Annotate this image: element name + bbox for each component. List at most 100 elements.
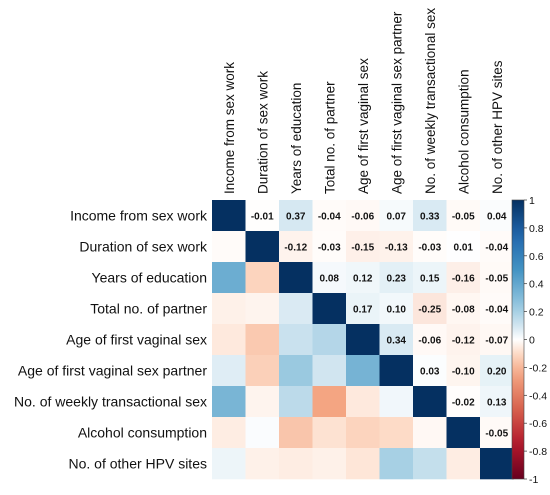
row-label-6: No. of weekly transactional sex <box>14 394 207 410</box>
cell-value-0-5: 0.07 <box>387 212 407 223</box>
heatmap-cell-3-3 <box>312 293 347 325</box>
colorbar-tick-label-0: 1 <box>529 195 535 207</box>
heatmap-cell-2-8 <box>480 262 514 294</box>
heatmap-cell-3-7 <box>446 293 481 325</box>
cell-value-2-5: 0.23 <box>387 274 407 285</box>
row-label-1: Duration of sex work <box>79 239 208 255</box>
colorbar-tick-label-8: -0.6 <box>529 418 547 430</box>
heatmap-cell-6-6 <box>413 386 447 418</box>
row-label-4: Age of first vaginal sex <box>66 332 207 348</box>
heatmap-cell-7-0 <box>212 417 246 449</box>
heatmap-cell-8-4 <box>346 448 380 480</box>
cell-value-0-6: 0.33 <box>420 212 440 223</box>
heatmap-cell-0-6 <box>413 200 447 232</box>
cell-value-3-8: -0.04 <box>485 305 508 316</box>
heatmap-cell-3-5 <box>379 293 414 325</box>
heatmap-cell-7-3 <box>312 417 347 449</box>
colorbar-tick-label-2: 0.6 <box>529 251 544 263</box>
heatmap-cell-6-3 <box>312 386 347 418</box>
heatmap-cell-8-2 <box>279 448 313 480</box>
heatmap-cell-6-1 <box>245 386 280 418</box>
heatmap-cell-6-7 <box>446 386 481 418</box>
heatmap-cell-5-7 <box>446 355 481 387</box>
heatmap-cell-7-2 <box>279 417 313 449</box>
cell-value-labels: -0.01 0.37 -0.04 -0.06 0.07 0.33 -0.05 0.04 -0.1… <box>251 212 509 440</box>
column-label-8: No. of other HPV sites <box>490 60 505 194</box>
colorbar-tick-label-1: 0.8 <box>529 223 544 235</box>
cell-value-1-2: -0.12 <box>284 243 307 254</box>
cell-value-6-8: 0.13 <box>487 398 507 409</box>
heatmap-cell-1-4 <box>346 231 380 263</box>
heatmap-cell-8-7 <box>446 448 481 480</box>
heatmap-cell-0-1 <box>245 200 280 232</box>
heatmap-cell-7-7 <box>446 417 481 449</box>
cell-value-3-7: -0.08 <box>452 305 475 316</box>
cell-value-7-8: -0.05 <box>485 429 508 440</box>
cell-value-1-3: -0.03 <box>318 243 341 254</box>
heatmap-cell-0-8 <box>480 200 514 232</box>
row-label-0: Income from sex work <box>70 208 208 224</box>
cell-value-4-6: -0.06 <box>418 336 441 347</box>
row-label-5: Age of first vaginal sex partner <box>18 363 207 379</box>
heatmap-cell-4-8 <box>480 324 514 356</box>
heatmap-cell-2-2 <box>279 262 313 294</box>
cell-value-1-8: -0.04 <box>485 243 508 254</box>
column-label-4: Age of first vaginal sex <box>356 58 371 194</box>
row-label-2: Years of education <box>92 270 207 286</box>
cell-value-5-7: -0.10 <box>452 367 475 378</box>
heatmap-cell-4-7 <box>446 324 481 356</box>
heatmap-cell-4-0 <box>212 324 246 356</box>
colorbar-gradient <box>511 199 525 480</box>
column-label-2: Years of education <box>289 83 304 194</box>
heatmap-cell-0-2 <box>279 200 313 232</box>
heatmap-cell-8-3 <box>312 448 347 480</box>
heatmap-cell-0-4 <box>346 200 380 232</box>
heatmap-cell-7-6 <box>413 417 447 449</box>
heatmap-cell-5-5 <box>379 355 414 387</box>
heatmap-cells <box>212 200 514 480</box>
heatmap-cell-0-5 <box>379 200 414 232</box>
cell-value-0-7: -0.05 <box>452 212 475 223</box>
cell-value-5-8: 0.20 <box>487 367 507 378</box>
heatmap-cell-2-7 <box>446 262 481 294</box>
heatmap-cell-5-0 <box>212 355 246 387</box>
heatmap-cell-1-2 <box>279 231 313 263</box>
cell-value-0-8: 0.04 <box>487 212 507 223</box>
heatmap-cell-2-1 <box>245 262 280 294</box>
heatmap-cell-6-4 <box>346 386 380 418</box>
cell-value-2-8: -0.05 <box>485 274 508 285</box>
heatmap-cell-8-0 <box>212 448 246 480</box>
heatmap-cell-1-8 <box>480 231 514 263</box>
colorbar-tick-label-6: -0.2 <box>529 362 547 374</box>
heatmap-cell-5-3 <box>312 355 347 387</box>
heatmap-cell-3-0 <box>212 293 246 325</box>
heatmap-cell-1-3 <box>312 231 347 263</box>
cell-value-3-4: 0.17 <box>353 305 373 316</box>
cell-value-0-2: 0.37 <box>286 212 306 223</box>
heatmap-cell-4-6 <box>413 324 447 356</box>
heatmap-cell-6-2 <box>279 386 313 418</box>
heatmap-cell-4-2 <box>279 324 313 356</box>
heatmap-cell-5-1 <box>245 355 280 387</box>
heatmap-cell-5-6 <box>413 355 447 387</box>
heatmap-cell-1-7 <box>446 231 481 263</box>
heatmap-cell-0-7 <box>446 200 481 232</box>
colorbar-tick-label-10: -1 <box>529 474 538 486</box>
column-label-5: Age of first vaginal sex partner <box>389 11 404 194</box>
cell-value-5-6: 0.03 <box>420 367 440 378</box>
heatmap-cell-6-8 <box>480 386 514 418</box>
heatmap-cell-1-0 <box>212 231 246 263</box>
heatmap-cell-2-6 <box>413 262 447 294</box>
heatmap-cell-8-5 <box>379 448 414 480</box>
heatmap-cell-1-1 <box>245 231 280 263</box>
heatmap-cell-5-8 <box>480 355 514 387</box>
cell-value-0-1: -0.01 <box>251 212 274 223</box>
cell-value-3-5: 0.10 <box>387 305 407 316</box>
column-label-3: Total no. of partner <box>322 81 337 194</box>
heatmap-cell-7-4 <box>346 417 380 449</box>
cell-value-1-5: -0.13 <box>385 243 408 254</box>
cell-value-3-6: -0.25 <box>418 305 441 316</box>
heatmap-cell-4-1 <box>245 324 280 356</box>
heatmap-cell-4-5 <box>379 324 414 356</box>
heatmap-cell-4-3 <box>312 324 347 356</box>
